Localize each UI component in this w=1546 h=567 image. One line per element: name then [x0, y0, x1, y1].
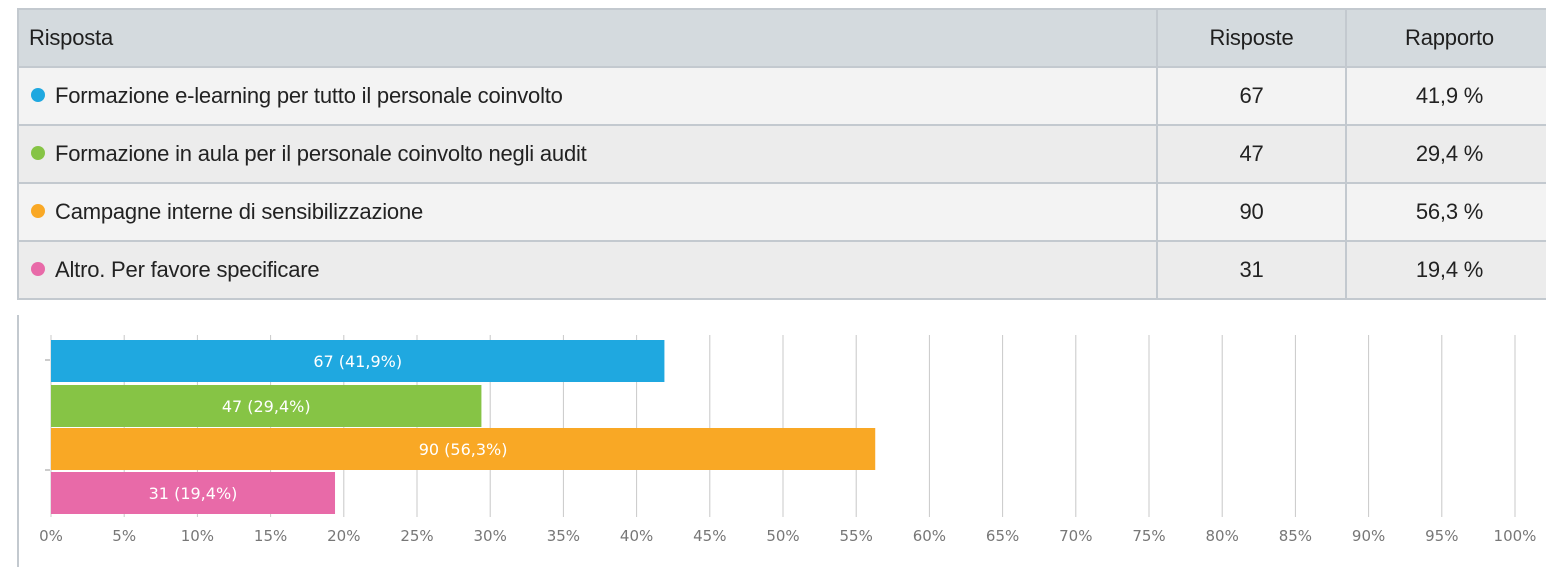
table-row: Formazione e-learning per tutto il perso…	[17, 66, 1546, 126]
x-tick-label: 95%	[1425, 527, 1458, 545]
x-tick-label: 0%	[39, 527, 63, 545]
x-tick-label: 25%	[400, 527, 433, 545]
x-tick-label: 35%	[547, 527, 580, 545]
answer-cell: Formazione e-learning per tutto il perso…	[17, 66, 1158, 126]
x-tick-label: 90%	[1352, 527, 1385, 545]
ratio-cell: 29,4 %	[1345, 124, 1546, 184]
table-row: Campagne interne di sensibilizzazione 90…	[17, 182, 1546, 242]
x-tick-label: 15%	[254, 527, 287, 545]
x-tick-label: 5%	[112, 527, 136, 545]
bar	[51, 472, 336, 514]
x-tick-label: 40%	[620, 527, 653, 545]
header-answer: Risposta	[17, 8, 1158, 68]
x-tick-label: 10%	[181, 527, 214, 545]
header-ratio: Rapporto	[1345, 8, 1546, 68]
legend-dot-icon	[31, 261, 45, 276]
count-cell: 67	[1156, 66, 1347, 126]
x-tick-label: 100%	[1494, 527, 1537, 545]
bar	[51, 340, 665, 382]
bar	[51, 428, 876, 470]
bar-chart-svg: 0% 5% 10% 15% 20% 25% 30% 35% 40% 45% 50% 55% 60% 65%…	[39, 335, 1537, 545]
x-tick-label: 50%	[766, 527, 799, 545]
bar-chart: 0% 5% 10% 15% 20% 25% 30% 35% 40% 45% 50% 55% 60% 65%…	[17, 315, 1546, 567]
x-tick-label: 65%	[986, 527, 1019, 545]
x-tick-label: 30%	[474, 527, 507, 545]
answer-label: Altro. Per favore specificare	[55, 257, 320, 283]
x-tick-label: 85%	[1279, 527, 1312, 545]
bar	[51, 385, 482, 427]
x-tick-label: 45%	[693, 527, 726, 545]
x-tick-label: 80%	[1206, 527, 1239, 545]
x-tick-label: 70%	[1059, 527, 1092, 545]
legend-dot-icon	[31, 87, 45, 102]
ratio-cell: 41,9 %	[1345, 66, 1546, 126]
count-cell: 31	[1156, 240, 1347, 300]
x-tick-label: 20%	[327, 527, 360, 545]
x-tick-label: 75%	[1132, 527, 1165, 545]
ratio-cell: 19,4 %	[1345, 240, 1546, 300]
header-count: Risposte	[1156, 8, 1347, 68]
legend-dot-icon	[31, 203, 45, 218]
answer-cell: Campagne interne di sensibilizzazione	[17, 182, 1158, 242]
count-cell: 90	[1156, 182, 1347, 242]
ratio-cell: 56,3 %	[1345, 182, 1546, 242]
table-header-row: Risposta Risposte Rapporto	[17, 8, 1546, 68]
legend-dot-icon	[31, 145, 45, 160]
answer-cell: Formazione in aula per il personale coin…	[17, 124, 1158, 184]
answer-label: Campagne interne di sensibilizzazione	[55, 199, 424, 225]
x-tick-label: 60%	[913, 527, 946, 545]
answer-cell: Altro. Per favore specificare	[17, 240, 1158, 300]
table-row: Altro. Per favore specificare 31 19,4 %	[17, 240, 1546, 300]
bar-data-label: 31 (19,4%)	[149, 484, 238, 503]
bar-data-label: 67 (41,9%)	[313, 352, 402, 371]
count-cell: 47	[1156, 124, 1347, 184]
table-row: Formazione in aula per il personale coin…	[17, 124, 1546, 184]
results-table: Risposta Risposte Rapporto Formazione e-…	[17, 8, 1546, 300]
bar-data-label: 47 (29,4%)	[222, 397, 311, 416]
bar-data-label: 90 (56,3%)	[419, 440, 508, 459]
x-tick-label: 55%	[840, 527, 873, 545]
answer-label: Formazione e-learning per tutto il perso…	[55, 83, 563, 109]
answer-label: Formazione in aula per il personale coin…	[55, 141, 587, 167]
